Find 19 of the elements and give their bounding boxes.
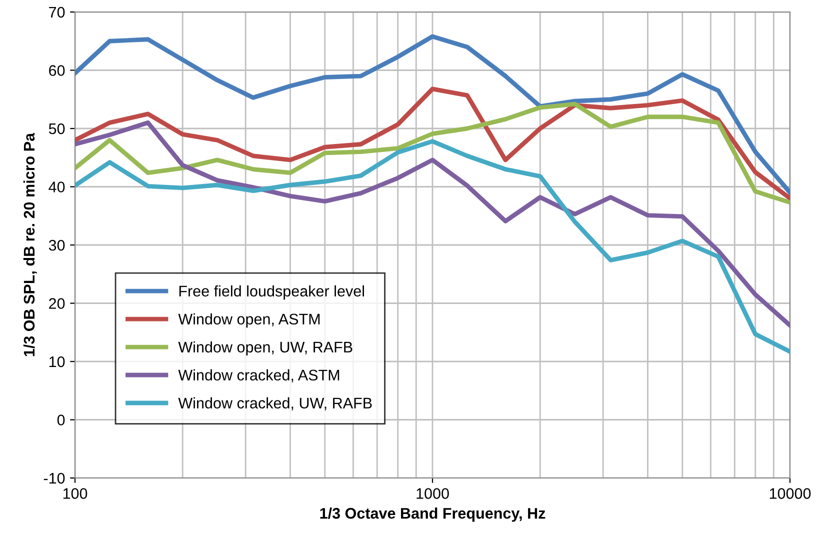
- x-tick-label: 10000: [770, 488, 811, 499]
- x-axis-title: 1/3 Octave Band Frequency, Hz: [320, 508, 546, 522]
- legend-label: Window cracked, ASTM: [178, 369, 340, 382]
- y-tick-label: 0: [57, 414, 65, 426]
- y-tick-label: 60: [49, 65, 65, 76]
- legend-label: Window open, ASTM: [178, 313, 320, 328]
- y-tick-label: -10: [44, 472, 65, 484]
- x-tick-label: 100: [63, 488, 88, 499]
- y-tick-label: 40: [48, 182, 65, 192]
- y-tick-label: 30: [48, 240, 65, 251]
- y-tick-label: 10: [49, 356, 65, 368]
- y-tick-label: 50: [48, 123, 65, 134]
- x-tick-label: 1000: [416, 488, 449, 499]
- legend-label: Free field loudspeaker level: [179, 285, 364, 300]
- y-tick-label: 70: [49, 6, 65, 18]
- y-axis-title: 1/3 OB SPL, dB re. 20 micro Pa: [23, 132, 37, 356]
- legend-label: Window open, UW, RAFB: [178, 341, 352, 356]
- legend-label: Window cracked, UW, RAFB: [178, 397, 372, 410]
- y-tick-label: 20: [49, 298, 65, 309]
